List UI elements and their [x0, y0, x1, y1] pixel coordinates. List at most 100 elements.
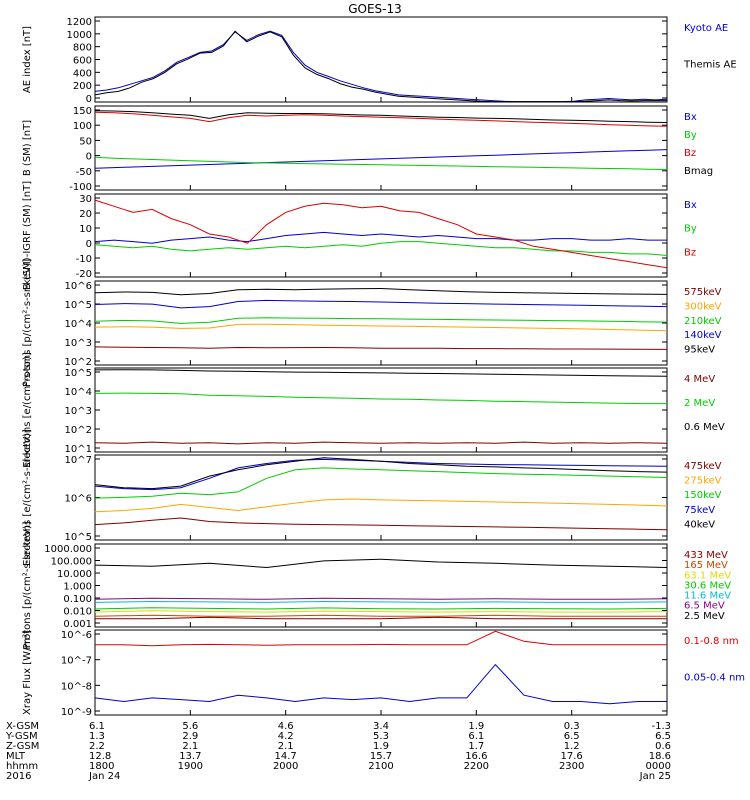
footer-cell: 2100: [368, 761, 393, 772]
series-line-165-mev: [94, 614, 667, 617]
legend-entry: 75keV: [684, 505, 715, 516]
y-axis-label: Xray Flux [W/m²]: [22, 630, 33, 715]
y-tick-label: -20: [76, 269, 92, 280]
series-line-0-6-mev: [94, 369, 668, 377]
footer-cell: 1.9: [373, 741, 389, 752]
series-line-bmag: [94, 110, 668, 123]
legend-entry: 165 MeV: [684, 560, 728, 571]
y-tick-label: 10^3: [65, 338, 92, 349]
y-tick-label: 10^4: [65, 319, 92, 330]
footer-cell: 2.1: [278, 741, 294, 752]
footer-cell: 17.6: [561, 751, 583, 762]
series-line-0-05-0-4-nm: [94, 663, 667, 705]
y-tick-label: 0.100: [63, 594, 92, 605]
footer-cell: 6.1: [89, 721, 105, 732]
footer-cell: 5.3: [373, 731, 389, 742]
y-tick-label: 0: [86, 94, 92, 105]
series-line-by: [94, 241, 668, 256]
footer-row-label: Z-GSM: [6, 741, 39, 752]
y-tick-label: 10^-7: [61, 656, 92, 667]
y-tick-label: 10^7: [65, 455, 92, 466]
y-tick-label: 10^5: [65, 300, 92, 311]
series-line-40kev: [94, 457, 668, 490]
y-axis-label: B (SM)-IGRF (SM) [nT]: [22, 181, 33, 290]
footer-cell: Jan 25: [639, 771, 671, 782]
panel-frame: [94, 16, 668, 103]
legend-entry: Themis AE: [683, 60, 737, 71]
footer-cell: 16.6: [465, 751, 487, 762]
y-tick-label: 10^-8: [61, 681, 92, 692]
footer-cell: 4.2: [278, 731, 294, 742]
series-line-63-1-mev: [94, 610, 668, 613]
footer-cell: 13.7: [179, 751, 201, 762]
series-line-11-6-mev: [94, 600, 668, 603]
legend-entry: 0.1-0.8 nm: [684, 636, 739, 647]
y-tick-label: -100: [69, 182, 92, 193]
legend-entry: Bx: [684, 112, 697, 123]
series-line-140kev: [94, 299, 668, 309]
footer-cell: 14.7: [275, 751, 297, 762]
y-tick-label: 10^6: [65, 281, 92, 292]
footer-cell: 0000: [646, 761, 671, 772]
y-tick-label: 800: [73, 43, 92, 54]
y-tick-label: 30: [79, 194, 92, 205]
footer-cell: 0.6: [655, 741, 671, 752]
series-line-210kev: [94, 317, 668, 324]
legend-entry: 11.6 MeV: [684, 591, 731, 602]
footer-cell: Jan 24: [88, 771, 120, 782]
legend-entry: By: [684, 130, 697, 141]
footer-cell: 1800: [89, 761, 114, 772]
series-line-300kev: [94, 323, 668, 332]
y-tick-label: 10^2: [65, 425, 92, 436]
footer-cell: 1.2: [564, 741, 580, 752]
legend-entry: 2.5 MeV: [684, 611, 725, 622]
series-line-95kev: [94, 287, 668, 296]
legend-entry: Bz: [684, 148, 696, 159]
y-tick-label: 10^5: [65, 368, 92, 379]
footer-cell: 18.6: [649, 751, 671, 762]
footer-cell: 3.4: [373, 721, 389, 732]
panel-frame: [94, 629, 668, 716]
y-axis-label: Protons [p/(cm²-s-sr-keV)]: [22, 521, 33, 649]
series-line-75kev: [94, 458, 668, 491]
legend-entry: Bx: [684, 200, 697, 211]
footer-row-label: 2016: [6, 771, 31, 782]
legend-entry: Kyoto AE: [684, 23, 728, 34]
y-tick-label: 10^-6: [61, 630, 92, 641]
legend-entry: 2 MeV: [684, 398, 715, 409]
y-tick-label: 600: [73, 56, 92, 67]
legend-entry: By: [684, 224, 697, 235]
legend-entry: 575keV: [684, 287, 722, 298]
footer-cell: 12.8: [89, 751, 111, 762]
y-tick-label: 100: [73, 121, 92, 132]
legend-entry: 6.5 MeV: [684, 601, 725, 612]
y-axis-label: Protons [p/(cm²-s-sr-keV)]: [22, 259, 33, 387]
y-tick-label: 10^5: [65, 532, 92, 543]
series-line-2-mev: [94, 392, 667, 405]
series-line-150kev: [94, 467, 668, 499]
footer-cell: 6.1: [468, 731, 484, 742]
y-tick-label: 100.000: [51, 557, 92, 568]
series-line-bx: [94, 149, 668, 169]
legend-entry: 95keV: [684, 345, 715, 356]
y-tick-label: 1.000: [63, 582, 92, 593]
footer-row-label: MLT: [6, 751, 26, 762]
footer-cell: 2000: [273, 761, 298, 772]
panel-electrons_mev: 10^5 10^4 10^3 10^2 10^1 Electrons [e/(cm²-s-…: [22, 352, 725, 468]
footer-cell: 2300: [559, 761, 584, 772]
series-line-4-mev: [94, 441, 668, 445]
series-line-475kev: [94, 517, 668, 531]
y-tick-label: 10: [79, 224, 92, 235]
legend-entry: 63.1 MeV: [684, 570, 731, 581]
series-line-kyoto-ae: [94, 30, 668, 103]
footer-row-label: Y-GSM: [5, 731, 38, 742]
y-tick-label: 10^3: [65, 406, 92, 417]
panel-bfield: 150 100 50 0 -50 -100 B (SM) [nT] Bx By Bz Bmag: [22, 105, 713, 193]
y-tick-label: 400: [73, 68, 92, 79]
series-line-2-5-mev: [94, 558, 668, 569]
footer-cell: 2200: [464, 761, 489, 772]
legend-entry: 140keV: [684, 330, 722, 341]
legend-entry: 210keV: [684, 316, 722, 327]
series-line-275kev: [94, 498, 668, 513]
